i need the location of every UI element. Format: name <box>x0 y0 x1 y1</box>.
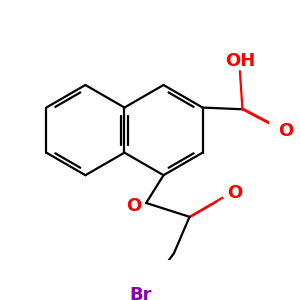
Text: O: O <box>227 184 242 202</box>
Text: Br: Br <box>130 286 152 300</box>
Text: O: O <box>278 122 293 140</box>
Text: OH: OH <box>225 52 255 70</box>
Text: O: O <box>126 196 142 214</box>
